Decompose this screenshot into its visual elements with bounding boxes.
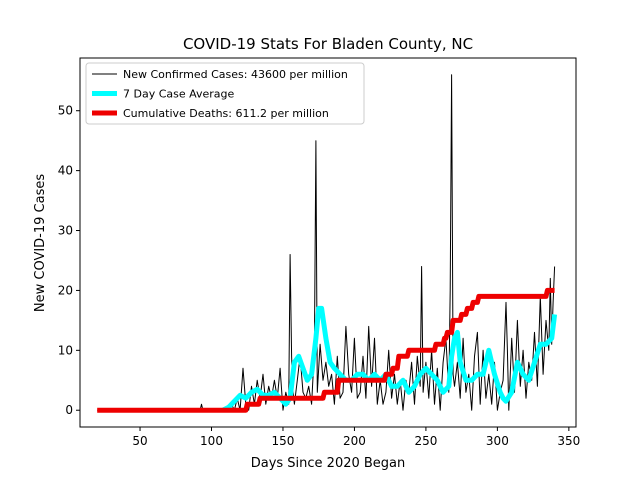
y-tick-label: 10 (58, 343, 73, 357)
x-axis-label: Days Since 2020 Began (251, 456, 406, 471)
legend-entry-label: New Confirmed Cases: 43600 per million (123, 68, 348, 81)
legend-box (85, 62, 365, 125)
y-tick-label: 40 (58, 164, 73, 178)
x-tick-label: 250 (414, 434, 437, 448)
y-tick-label: 50 (58, 104, 73, 118)
y-axis-label: New COVID-19 Cases (33, 174, 48, 312)
cumulative-deaths-line (97, 287, 555, 413)
plot-area-frame (79, 57, 577, 428)
y-tick-label: 20 (58, 283, 73, 297)
chart-title: COVID-19 Stats For Bladen County, NC (183, 35, 473, 53)
legend-entry-label: Cumulative Deaths: 611.2 per million (123, 107, 329, 120)
x-tick-label: 150 (272, 434, 295, 448)
y-tick-label: 0 (65, 403, 73, 417)
x-tick-label: 50 (132, 434, 147, 448)
x-tick-label: 100 (200, 434, 223, 448)
x-tick-label: 200 (343, 434, 366, 448)
seven-day-average-line (221, 305, 558, 413)
legend: New Confirmed Cases: 43600 per million 7 … (85, 62, 365, 125)
legend-entry-label: 7 Day Case Average (123, 88, 235, 101)
x-tick-label: 300 (486, 434, 509, 448)
x-tick-label: 350 (557, 434, 580, 448)
y-tick-label: 30 (58, 224, 73, 238)
